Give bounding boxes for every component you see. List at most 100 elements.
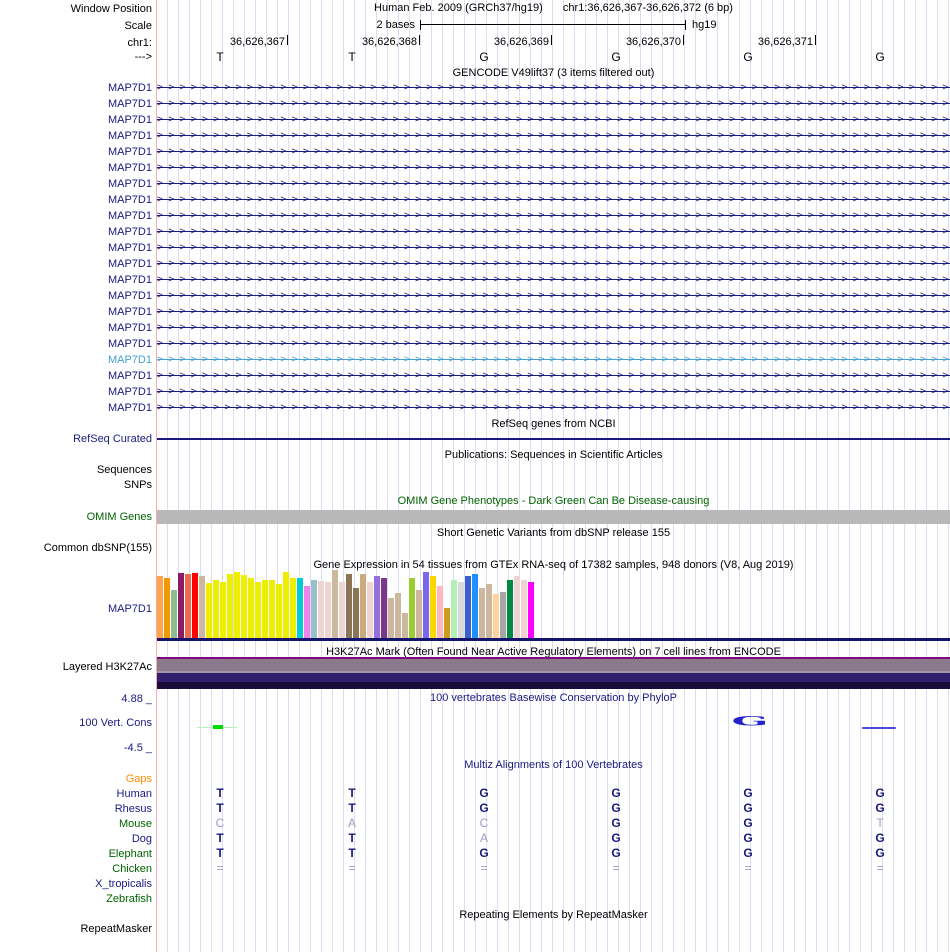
gtex-tissue-bar[interactable] bbox=[318, 581, 324, 638]
gtex-tissue-bar[interactable] bbox=[283, 572, 289, 638]
gencode-transcript-row[interactable]: >>>>>>>>>>>>>>>>>>>>>>>>>>>>>>>>>>>>>>>>… bbox=[157, 354, 950, 365]
gtex-tissue-bar[interactable] bbox=[255, 582, 261, 638]
gtex-tissue-bar[interactable] bbox=[297, 578, 303, 638]
gencode-transcript-label[interactable]: MAP7D1 bbox=[107, 354, 152, 366]
snps-label[interactable]: SNPs bbox=[123, 479, 152, 491]
gencode-transcript-row[interactable]: >>>>>>>>>>>>>>>>>>>>>>>>>>>>>>>>>>>>>>>>… bbox=[157, 98, 950, 109]
h3k27ac-band[interactable] bbox=[157, 682, 950, 689]
multiz-species-label[interactable]: Human bbox=[116, 788, 152, 800]
repeatmasker-track-title[interactable]: Repeating Elements by RepeatMasker bbox=[459, 909, 648, 921]
gtex-tissue-bar[interactable] bbox=[213, 580, 219, 638]
gencode-transcript-label[interactable]: MAP7D1 bbox=[107, 370, 152, 382]
gtex-tissue-bar[interactable] bbox=[493, 594, 499, 638]
gencode-transcript-label[interactable]: MAP7D1 bbox=[107, 178, 152, 190]
gtex-tissue-bar[interactable] bbox=[171, 590, 177, 638]
gtex-tissue-bar[interactable] bbox=[290, 578, 296, 638]
gtex-tissue-bar[interactable] bbox=[409, 578, 415, 638]
gtex-tissue-bar[interactable] bbox=[360, 574, 366, 638]
gtex-track-title[interactable]: Gene Expression in 54 tissues from GTEx … bbox=[313, 559, 794, 571]
gtex-tissue-bar[interactable] bbox=[185, 574, 191, 638]
gencode-track-title[interactable]: GENCODE V49lift37 (3 items filtered out) bbox=[452, 67, 655, 79]
gencode-transcript-label[interactable]: MAP7D1 bbox=[107, 210, 152, 222]
refseq-track-title[interactable]: RefSeq genes from NCBI bbox=[491, 418, 616, 430]
gencode-transcript-label[interactable]: MAP7D1 bbox=[107, 194, 152, 206]
gtex-tissue-bar[interactable] bbox=[514, 576, 520, 638]
gtex-tissue-bar[interactable] bbox=[276, 584, 282, 638]
gencode-transcript-label[interactable]: MAP7D1 bbox=[107, 226, 152, 238]
gtex-tissue-bar[interactable] bbox=[353, 588, 359, 638]
gtex-tissue-bar[interactable] bbox=[241, 575, 247, 638]
multiz-species-label[interactable]: Elephant bbox=[108, 848, 152, 860]
gencode-transcript-row[interactable]: >>>>>>>>>>>>>>>>>>>>>>>>>>>>>>>>>>>>>>>>… bbox=[157, 210, 950, 221]
multiz-species-label[interactable]: Zebrafish bbox=[106, 893, 152, 905]
h3k27ac-band[interactable] bbox=[157, 671, 950, 673]
conservation-label[interactable]: 100 Vert. Cons bbox=[79, 717, 152, 729]
gencode-transcript-row[interactable]: >>>>>>>>>>>>>>>>>>>>>>>>>>>>>>>>>>>>>>>>… bbox=[157, 258, 950, 269]
gencode-transcript-label[interactable]: MAP7D1 bbox=[107, 274, 152, 286]
gencode-transcript-label[interactable]: MAP7D1 bbox=[107, 162, 152, 174]
refseq-curated-item[interactable] bbox=[157, 438, 950, 440]
gencode-transcript-label[interactable]: MAP7D1 bbox=[107, 242, 152, 254]
gtex-tissue-bar[interactable] bbox=[262, 580, 268, 638]
gencode-transcript-row[interactable]: >>>>>>>>>>>>>>>>>>>>>>>>>>>>>>>>>>>>>>>>… bbox=[157, 402, 950, 413]
gtex-tissue-bar[interactable] bbox=[325, 582, 331, 638]
gencode-transcript-row[interactable]: >>>>>>>>>>>>>>>>>>>>>>>>>>>>>>>>>>>>>>>>… bbox=[157, 322, 950, 333]
gtex-tissue-bar[interactable] bbox=[234, 572, 240, 638]
gencode-transcript-label[interactable]: MAP7D1 bbox=[107, 402, 152, 414]
gtex-tissue-bar[interactable] bbox=[402, 613, 408, 638]
gtex-tissue-bar[interactable] bbox=[423, 572, 429, 638]
gtex-tissue-bar[interactable] bbox=[500, 592, 506, 638]
gtex-tissue-bar[interactable] bbox=[381, 578, 387, 638]
omim-genes-label[interactable]: OMIM Genes bbox=[86, 511, 152, 523]
layered-h3k27ac-label[interactable]: Layered H3K27Ac bbox=[62, 661, 152, 673]
gencode-transcript-label[interactable]: MAP7D1 bbox=[107, 306, 152, 318]
gencode-transcript-label[interactable]: MAP7D1 bbox=[107, 82, 152, 94]
gencode-transcript-row[interactable]: >>>>>>>>>>>>>>>>>>>>>>>>>>>>>>>>>>>>>>>>… bbox=[157, 242, 950, 253]
gtex-tissue-bar[interactable] bbox=[451, 580, 457, 638]
gencode-transcript-row[interactable]: >>>>>>>>>>>>>>>>>>>>>>>>>>>>>>>>>>>>>>>>… bbox=[157, 274, 950, 285]
gencode-transcript-label[interactable]: MAP7D1 bbox=[107, 386, 152, 398]
gtex-tissue-bar[interactable] bbox=[157, 576, 163, 638]
gtex-tissue-bar[interactable] bbox=[311, 580, 317, 638]
gtex-tissue-bar[interactable] bbox=[164, 578, 170, 638]
gtex-tissue-bar[interactable] bbox=[437, 586, 443, 638]
gencode-transcript-row[interactable]: >>>>>>>>>>>>>>>>>>>>>>>>>>>>>>>>>>>>>>>>… bbox=[157, 178, 950, 189]
gencode-transcript-row[interactable]: >>>>>>>>>>>>>>>>>>>>>>>>>>>>>>>>>>>>>>>>… bbox=[157, 82, 950, 93]
gtex-tissue-bar[interactable] bbox=[178, 573, 184, 638]
conservation-track-title[interactable]: 100 vertebrates Basewise Conservation by… bbox=[429, 692, 678, 704]
multiz-species-label[interactable]: Dog bbox=[131, 833, 152, 845]
common-dbsnp-label[interactable]: Common dbSNP(155) bbox=[43, 542, 152, 554]
gencode-transcript-row[interactable]: >>>>>>>>>>>>>>>>>>>>>>>>>>>>>>>>>>>>>>>>… bbox=[157, 130, 950, 141]
gtex-tissue-bar[interactable] bbox=[486, 584, 492, 638]
gtex-gene-label[interactable]: MAP7D1 bbox=[107, 603, 152, 615]
gtex-tissue-bar[interactable] bbox=[458, 582, 464, 638]
gtex-tissue-bar[interactable] bbox=[374, 576, 380, 638]
gtex-tissue-bar[interactable] bbox=[472, 574, 478, 638]
multiz-species-label[interactable]: Gaps bbox=[125, 773, 152, 785]
gencode-transcript-row[interactable]: >>>>>>>>>>>>>>>>>>>>>>>>>>>>>>>>>>>>>>>>… bbox=[157, 162, 950, 173]
gencode-transcript-row[interactable]: >>>>>>>>>>>>>>>>>>>>>>>>>>>>>>>>>>>>>>>>… bbox=[157, 290, 950, 301]
gencode-transcript-label[interactable]: MAP7D1 bbox=[107, 290, 152, 302]
sequences-label[interactable]: Sequences bbox=[96, 464, 152, 476]
repeatmasker-label[interactable]: RepeatMasker bbox=[80, 923, 152, 935]
gtex-tissue-bar[interactable] bbox=[388, 598, 394, 638]
gencode-transcript-label[interactable]: MAP7D1 bbox=[107, 338, 152, 350]
dbsnp-track-title[interactable]: Short Genetic Variants from dbSNP releas… bbox=[436, 527, 671, 539]
gtex-tissue-bar[interactable] bbox=[528, 582, 534, 638]
gencode-transcript-row[interactable]: >>>>>>>>>>>>>>>>>>>>>>>>>>>>>>>>>>>>>>>>… bbox=[157, 370, 950, 381]
gencode-transcript-label[interactable]: MAP7D1 bbox=[107, 114, 152, 126]
gtex-tissue-bar[interactable] bbox=[444, 608, 450, 638]
gtex-tissue-bar[interactable] bbox=[465, 576, 471, 638]
refseq-curated-label[interactable]: RefSeq Curated bbox=[73, 433, 152, 445]
gtex-tissue-bar[interactable] bbox=[339, 582, 345, 638]
gencode-transcript-label[interactable]: MAP7D1 bbox=[107, 258, 152, 270]
gtex-tissue-bar[interactable] bbox=[395, 593, 401, 638]
gencode-transcript-label[interactable]: MAP7D1 bbox=[107, 322, 152, 334]
gencode-transcript-row[interactable]: >>>>>>>>>>>>>>>>>>>>>>>>>>>>>>>>>>>>>>>>… bbox=[157, 386, 950, 397]
h3k27ac-band[interactable] bbox=[157, 673, 950, 682]
multiz-species-label[interactable]: X_tropicalis bbox=[95, 878, 152, 890]
multiz-species-label[interactable]: Mouse bbox=[118, 818, 152, 830]
omim-gene-bar[interactable] bbox=[157, 510, 950, 524]
gtex-tissue-bar[interactable] bbox=[304, 586, 310, 638]
gtex-tissue-bar[interactable] bbox=[430, 576, 436, 638]
